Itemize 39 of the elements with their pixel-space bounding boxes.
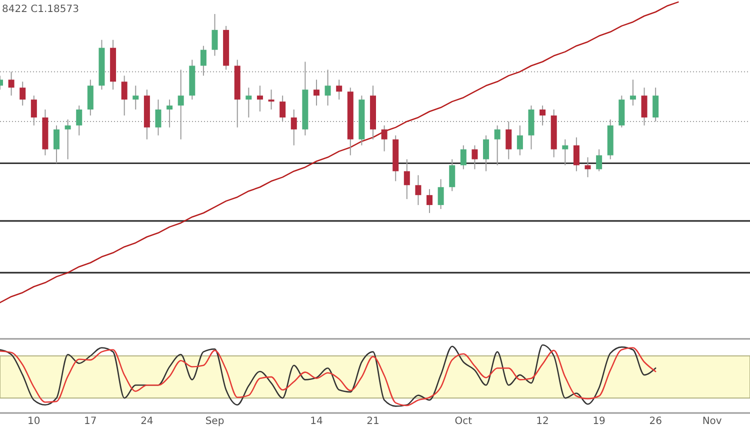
candlestick bbox=[562, 138, 568, 166]
candlestick bbox=[516, 124, 523, 156]
x-tick-label: Oct bbox=[454, 416, 472, 427]
candlestick bbox=[449, 158, 456, 192]
x-tick-label: 12 bbox=[536, 416, 549, 427]
candlestick bbox=[132, 85, 139, 110]
candlestick bbox=[87, 79, 94, 116]
x-tick-label: 19 bbox=[592, 416, 606, 427]
x-tick-label: 24 bbox=[140, 416, 154, 427]
candlestick bbox=[256, 85, 263, 112]
x-tick-label: Sep bbox=[205, 416, 224, 427]
candlestick bbox=[573, 136, 580, 172]
candlestick bbox=[20, 81, 26, 106]
candlestick bbox=[121, 75, 128, 116]
annotation: 8422 C1.18573 bbox=[2, 4, 79, 15]
candlestick bbox=[460, 144, 466, 170]
candlestick bbox=[54, 124, 60, 164]
candlestick bbox=[472, 144, 478, 170]
candlestick bbox=[404, 158, 410, 200]
candlestick bbox=[596, 148, 602, 172]
candlestick bbox=[584, 156, 591, 178]
candlestick bbox=[630, 79, 636, 106]
x-tick-label: 26 bbox=[649, 416, 662, 427]
candlestick bbox=[268, 89, 274, 110]
x-tick-label: 14 bbox=[310, 416, 323, 427]
candlestick bbox=[438, 178, 444, 210]
x-tick-label: 17 bbox=[84, 416, 97, 427]
candlestick bbox=[381, 124, 388, 152]
x-tick-label: Nov bbox=[702, 416, 722, 427]
x-tick-label: 10 bbox=[28, 416, 40, 427]
candlestick bbox=[313, 79, 320, 106]
candlestick bbox=[212, 14, 218, 56]
x-tick-label: 21 bbox=[366, 416, 380, 427]
candlestick bbox=[246, 87, 252, 118]
candlestick bbox=[415, 174, 422, 206]
candlestick bbox=[494, 124, 500, 166]
candlestick bbox=[336, 79, 342, 100]
candlestick bbox=[483, 134, 490, 172]
candlestick bbox=[426, 188, 433, 214]
